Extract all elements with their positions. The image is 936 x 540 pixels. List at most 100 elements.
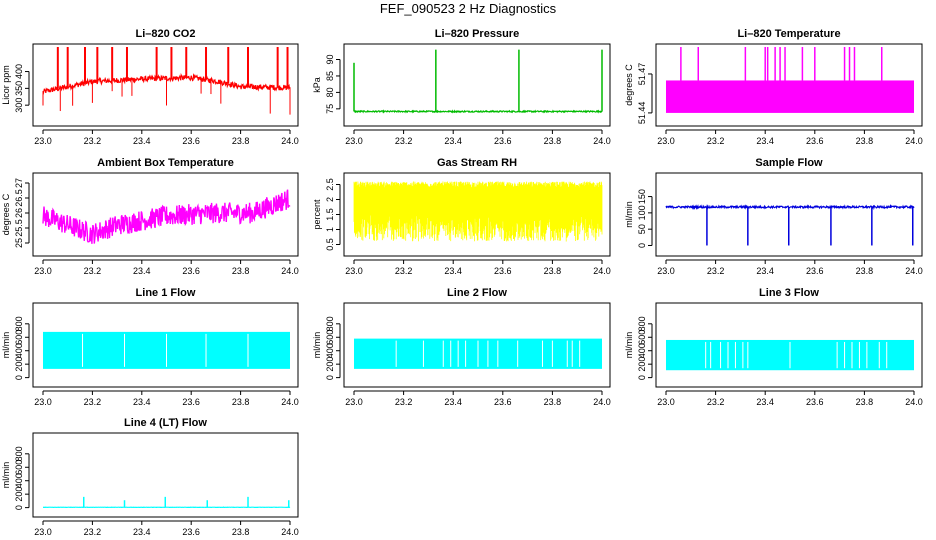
y-tick-label: 2 [325, 197, 335, 202]
x-tick-label: 23.6 [494, 266, 512, 276]
y-tick-label: 2.5 [325, 178, 335, 191]
x-axis: 23.0 23.2 23.4 23.6 23.8 24.0 [345, 259, 611, 276]
x-tick-label: 23.6 [494, 136, 512, 146]
x-tick-label: 23.0 [34, 527, 52, 537]
plot-frame [32, 432, 299, 518]
x-axis: 23.0 23.2 23.4 23.6 23.8 24.0 [34, 520, 299, 537]
x-tick-label: 24.0 [281, 397, 299, 407]
series-temperature [666, 47, 914, 113]
y-tick-label: 400 [637, 343, 647, 358]
x-tick-label: 23.6 [182, 397, 200, 407]
y-tick-label: 800 [325, 316, 335, 331]
panel-rh: Gas Stream RH 23.0 23.2 23.4 23.6 23.8 24.0 0.5… [312, 157, 611, 276]
series-line-1 [43, 331, 290, 369]
plot-frame [343, 172, 611, 257]
x-tick-label: 23.2 [395, 397, 413, 407]
x-axis: 23.0 23.2 23.4 23.6 23.8 24.0 [657, 259, 923, 276]
x-tick-label: 24.0 [905, 397, 923, 407]
x-tick-label: 23.4 [444, 266, 462, 276]
y-tick-label: 200 [637, 357, 647, 372]
y-tick-label: 600 [325, 330, 335, 345]
series-band [666, 80, 914, 113]
x-tick-label: 24.0 [905, 266, 923, 276]
y-tick-label: 600 [637, 330, 647, 345]
chart-title: Li–820 Temperature [737, 28, 840, 40]
x-tick-label: 24.0 [281, 527, 299, 537]
y-axis-label: Licor ppm [1, 65, 11, 105]
y-tick-label: 26 [14, 208, 24, 218]
x-tick-label: 23.4 [133, 527, 151, 537]
panel-pressure: Li–820 Pressure 23.0 23.2 23.4 23.6 23.8 24.0 7… [312, 28, 611, 146]
x-axis: 23.0 23.2 23.4 23.6 23.8 24.0 [345, 390, 611, 407]
x-tick-label: 23.8 [232, 527, 250, 537]
x-axis: 23.0 23.2 23.4 23.6 23.8 24.0 [657, 390, 923, 407]
chart-title: Sample Flow [755, 157, 823, 169]
y-tick-label: 51.44 [637, 102, 647, 125]
x-tick-label: 23.0 [657, 136, 675, 146]
x-tick-label: 23.8 [544, 136, 562, 146]
chart-title: Line 1 Flow [136, 287, 196, 299]
y-tick-label: 400 [14, 343, 24, 358]
series-sample-flow [665, 204, 915, 246]
x-tick-label: 23.4 [444, 136, 462, 146]
y-axis-label: kPa [312, 77, 322, 93]
x-tick-label: 23.2 [395, 266, 413, 276]
x-tick-label: 23.4 [133, 397, 151, 407]
y-tick-label: 150 [637, 189, 647, 204]
plot-frame [32, 43, 299, 127]
plot-frame [655, 172, 923, 257]
x-tick-label: 24.0 [593, 136, 611, 146]
y-tick-label: 800 [14, 446, 24, 461]
x-tick-label: 23.8 [544, 266, 562, 276]
x-tick-label: 23.6 [182, 266, 200, 276]
x-tick-label: 24.0 [281, 266, 299, 276]
series-line [42, 189, 291, 244]
y-tick-label: 400 [14, 473, 24, 488]
series-line [353, 109, 603, 114]
y-tick-label: 1 [325, 227, 335, 232]
x-tick-label: 23.4 [133, 266, 151, 276]
y-tick-label: 50 [637, 224, 647, 234]
y-axis-label: degrees C [1, 193, 11, 235]
series-line [42, 72, 291, 95]
x-axis: 23.0 23.2 23.4 23.6 23.8 24.0 [345, 129, 611, 146]
plot-frame [343, 302, 611, 388]
plot-frame [655, 43, 923, 127]
y-tick-label: 350 [14, 81, 24, 96]
x-tick-label: 23.0 [345, 136, 363, 146]
x-tick-label: 24.0 [593, 266, 611, 276]
x-tick-label: 23.8 [856, 266, 874, 276]
y-tick-label: 0 [14, 505, 24, 510]
y-axis-label: ml/min [624, 332, 634, 359]
y-tick-label: 0 [325, 375, 335, 380]
panel-line4: Line 4 (LT) Flow 23.0 23.2 23.4 23.6 23.8 24.0… [1, 417, 299, 537]
x-tick-label: 23.8 [232, 136, 250, 146]
x-tick-label: 23.0 [34, 397, 52, 407]
x-tick-label: 23.0 [657, 397, 675, 407]
page-title: FEF_090523 2 Hz Diagnostics [379, 1, 557, 16]
y-axis-label: ml/min [1, 332, 11, 359]
series-co2 [42, 47, 291, 115]
y-tick-label: 75 [325, 104, 335, 114]
chart-title: Ambient Box Temperature [97, 157, 234, 169]
panel-co2: Li–820 CO2 23.0 23.2 23.4 23.6 23.8 24.0 300 350… [1, 28, 299, 146]
x-axis: 23.0 23.2 23.4 23.6 23.8 24.0 [34, 259, 299, 276]
x-tick-label: 23.0 [345, 266, 363, 276]
series-line-2 [354, 338, 602, 369]
y-tick-label: 0 [637, 243, 647, 248]
x-axis: 23.0 23.2 23.4 23.6 23.8 24.0 [34, 390, 299, 407]
series-rh [353, 181, 603, 242]
y-tick-label: 0 [14, 375, 24, 380]
series-line [665, 204, 915, 211]
y-tick-label: 200 [14, 357, 24, 372]
y-tick-label: 1.5 [325, 208, 335, 221]
y-axis: 75 80 85 90 kPa [312, 55, 341, 114]
y-tick-label: 200 [325, 357, 335, 372]
chart-title: Li–820 CO2 [136, 28, 196, 40]
